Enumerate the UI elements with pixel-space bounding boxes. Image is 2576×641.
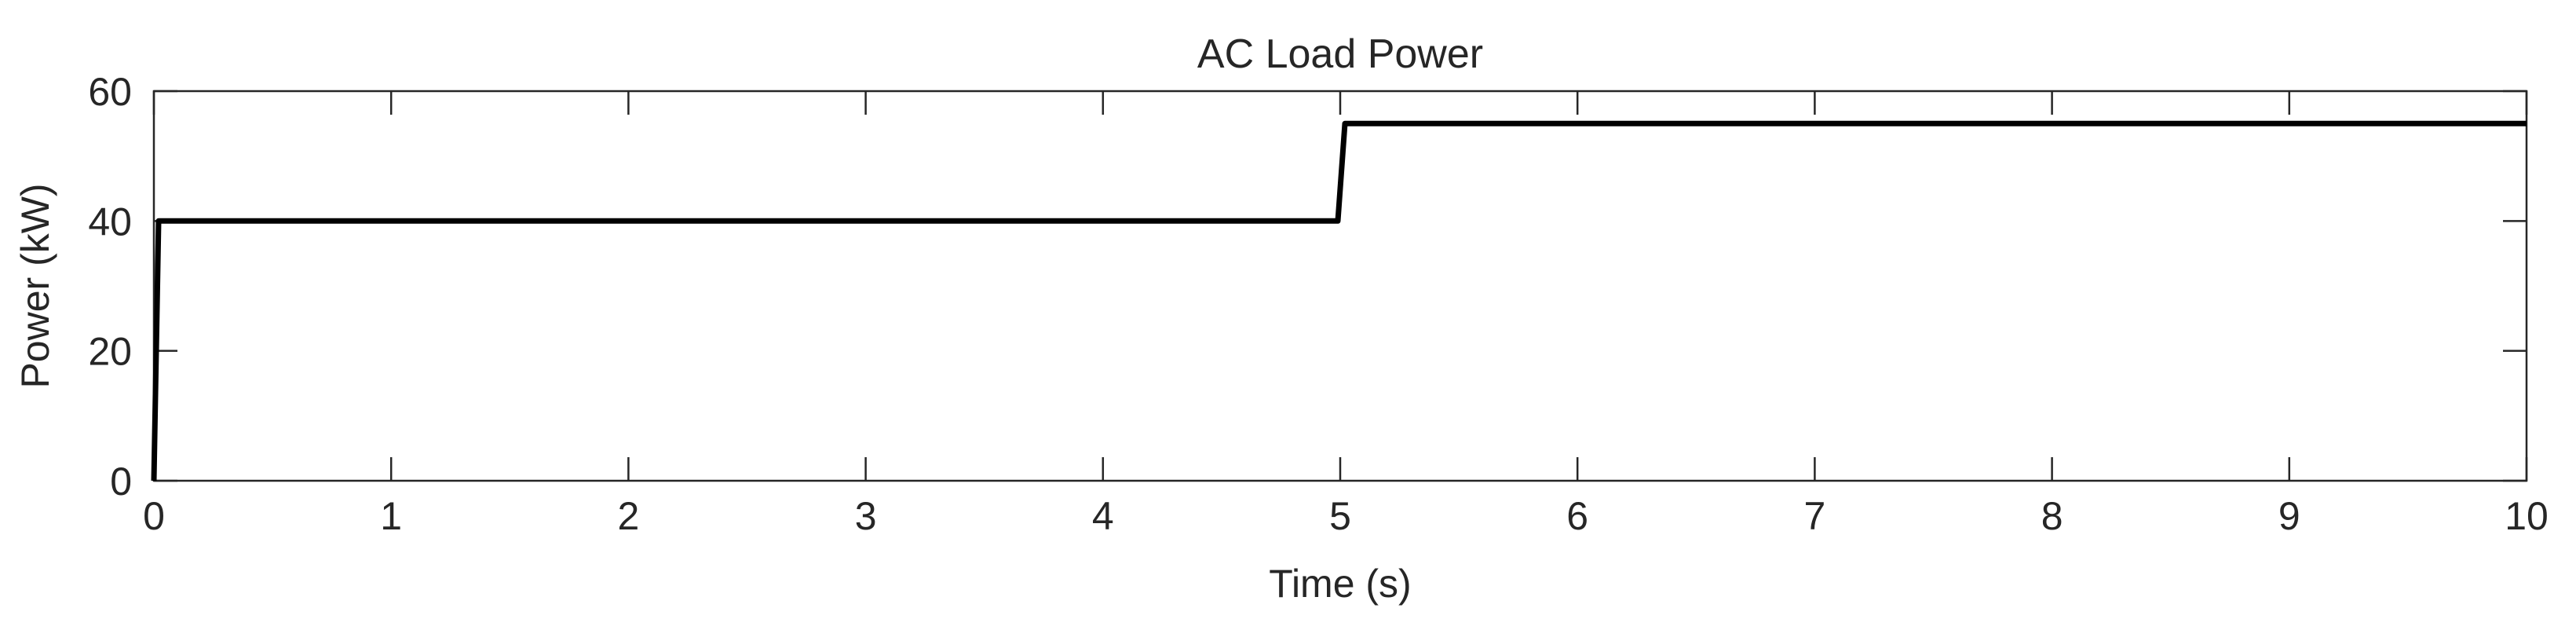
x-tick-label: 9: [2278, 494, 2300, 538]
y-tick-label: 60: [88, 70, 132, 114]
series-line: [151, 120, 2527, 482]
x-tick-label: 8: [2041, 494, 2063, 538]
x-tick-label: 0: [143, 494, 165, 538]
x-tick-label: 4: [1092, 494, 1114, 538]
y-tick-label: 0: [110, 460, 132, 504]
y-tick-label: 40: [88, 200, 132, 244]
x-tick-label: 1: [380, 494, 402, 538]
y-axis-ticks: 0 20 40 60: [88, 70, 2527, 504]
chart-title: AC Load Power: [1197, 31, 1483, 77]
x-axis-ticks: 0 1 2 3 4 5 6 7 8 9 10: [143, 91, 2549, 538]
x-tick-label: 5: [1329, 494, 1351, 538]
x-tick-label: 3: [855, 494, 877, 538]
x-tick-label: 2: [617, 494, 639, 538]
x-tick-label: 7: [1803, 494, 1825, 538]
x-tick-label: 6: [1566, 494, 1588, 538]
series-group: [151, 120, 2527, 482]
plot-area: [152, 90, 2528, 482]
y-axis-label: Power (kW): [13, 183, 57, 388]
x-axis-label: Time (s): [1269, 562, 1411, 606]
axes-box: [152, 90, 2528, 482]
x-tick-label: 10: [2505, 494, 2549, 538]
y-tick-label: 20: [88, 330, 132, 374]
